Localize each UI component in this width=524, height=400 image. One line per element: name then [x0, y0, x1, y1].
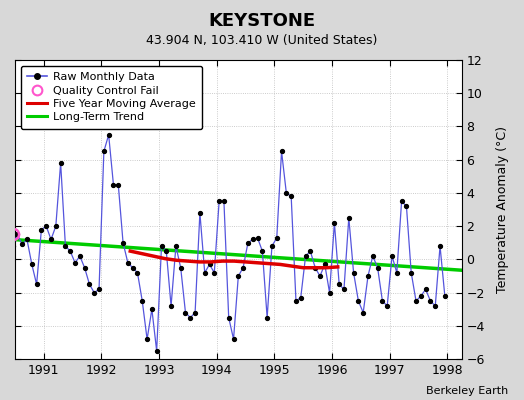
- Legend: Raw Monthly Data, Quality Control Fail, Five Year Moving Average, Long-Term Tren: Raw Monthly Data, Quality Control Fail, …: [20, 66, 202, 129]
- Text: Berkeley Earth: Berkeley Earth: [426, 386, 508, 396]
- Y-axis label: Temperature Anomaly (°C): Temperature Anomaly (°C): [496, 126, 509, 293]
- Text: KEYSTONE: KEYSTONE: [209, 12, 315, 30]
- Text: 43.904 N, 103.410 W (United States): 43.904 N, 103.410 W (United States): [146, 34, 378, 47]
